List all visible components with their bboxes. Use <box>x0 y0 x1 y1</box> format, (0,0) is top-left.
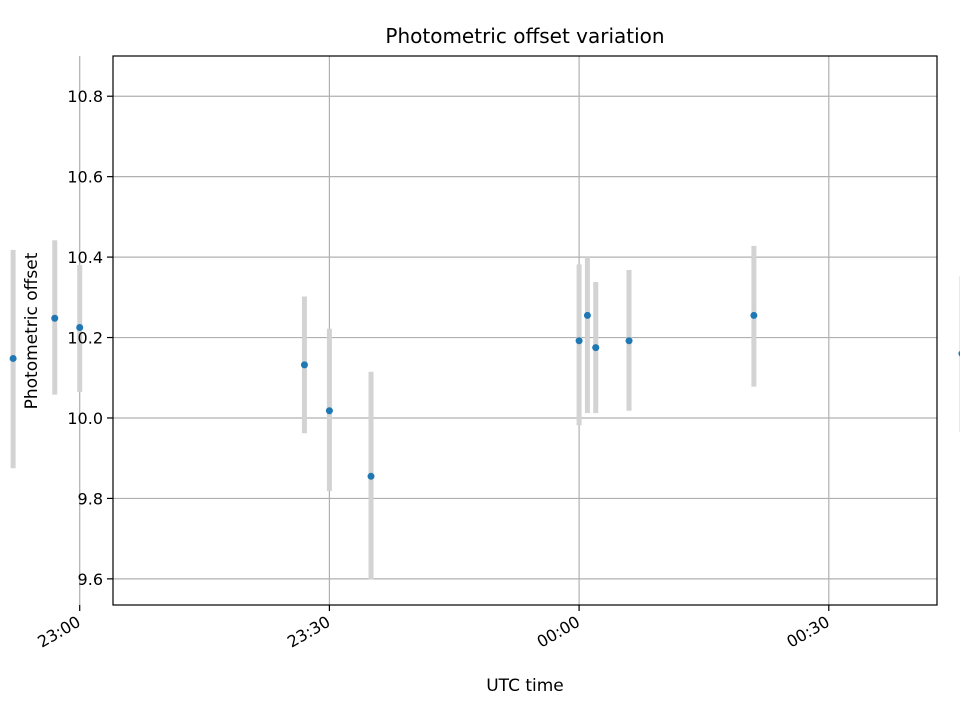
y-axis-ticks: 9.6 9.8 10.0 10.2 10.4 10.6 10.8 <box>67 87 113 589</box>
y-axis-title: Photometric offset <box>22 252 42 409</box>
y-tick-label: 10.8 <box>67 87 103 106</box>
y-tick-label: 9.8 <box>78 489 103 508</box>
plot-frame <box>112 55 938 606</box>
data-point <box>9 354 17 362</box>
y-tick-label: 9.6 <box>78 570 103 589</box>
data-point <box>750 311 758 319</box>
data-point <box>300 361 308 369</box>
data-point <box>367 472 375 480</box>
data-points <box>9 311 960 480</box>
x-axis-title: UTC time <box>486 676 564 696</box>
data-point <box>76 323 84 331</box>
y-tick-label: 10.6 <box>67 168 103 187</box>
data-point <box>325 407 333 415</box>
data-point <box>575 337 583 345</box>
chart-title: Photometric offset variation <box>385 24 664 48</box>
grid-lines <box>79 56 937 605</box>
y-tick-label: 10.2 <box>67 329 103 348</box>
data-point <box>51 314 59 322</box>
data-point <box>583 311 591 319</box>
data-point <box>592 344 600 352</box>
data-point <box>625 337 633 345</box>
y-tick-label: 10.4 <box>67 248 103 267</box>
y-tick-label: 10.0 <box>67 409 103 428</box>
